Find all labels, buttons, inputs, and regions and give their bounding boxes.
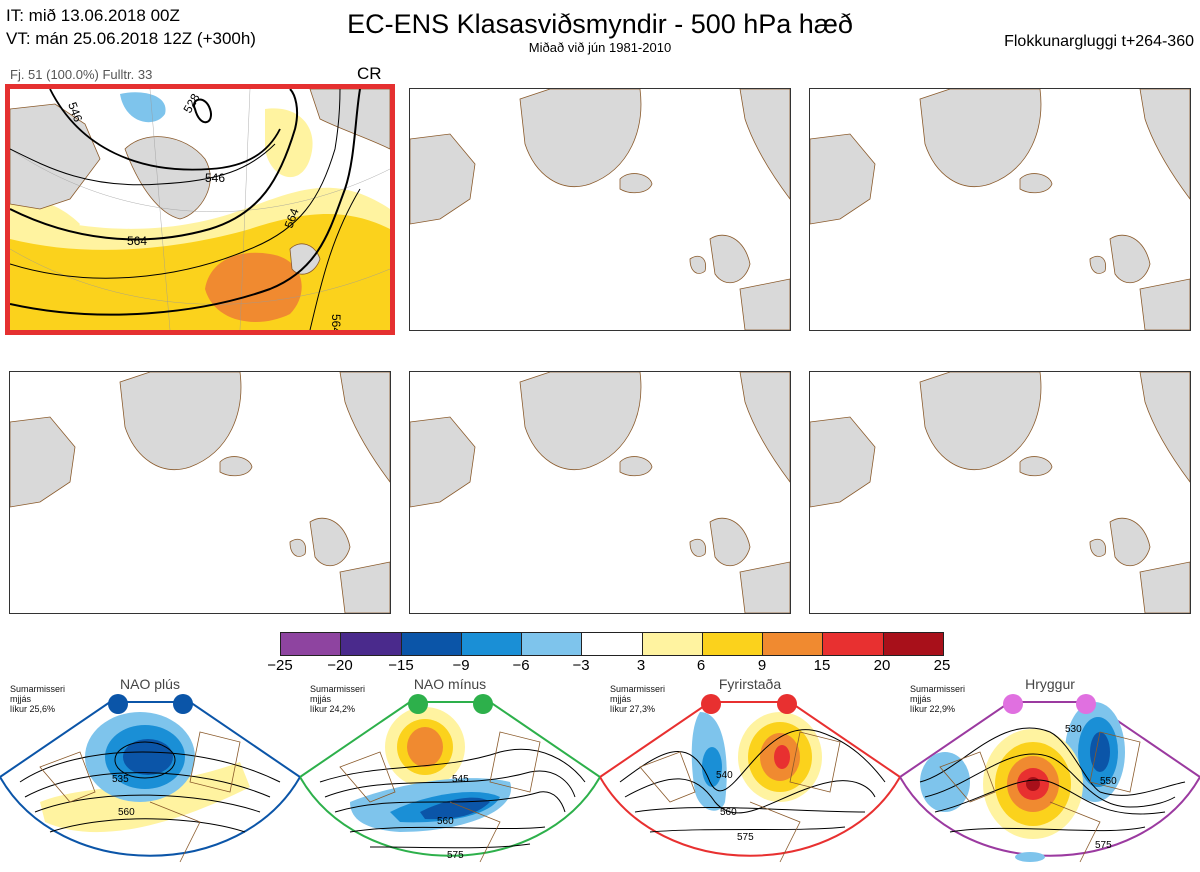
regime-contour-label: 575 <box>447 850 464 861</box>
regime-smoothing: mjjás <box>910 694 932 704</box>
regime-probability: líkur 25,6% <box>10 704 56 714</box>
colorbar-segment <box>883 633 943 655</box>
cluster-map-6[interactable] <box>809 371 1191 614</box>
colorbar-tick: 3 <box>636 657 646 674</box>
cluster-map-3-graphic <box>810 89 1190 330</box>
regime-blocking-graphic: 540 560 575 <box>600 694 900 863</box>
colorbar-segment <box>823 633 884 655</box>
regime-season: Sumarmisseri <box>610 684 666 694</box>
init-time: IT: mið 13.06.2018 00Z <box>6 6 180 25</box>
cluster-info: Fj. 51 (100.0%) Fulltr. 33 <box>10 67 153 82</box>
colorbar-segment <box>642 633 703 655</box>
regime-smoothing: mjjás <box>610 694 632 704</box>
regime-dot <box>173 694 193 714</box>
colorbar-tick: −20 <box>327 657 353 674</box>
regime-ridge-graphic: 530 550 575 <box>900 694 1200 863</box>
cluster-map-5-graphic <box>410 372 790 613</box>
regime-nao-minus[interactable]: 545 560 575 NAO mínus Sumarmisseri mjjás… <box>300 672 600 872</box>
contour-label: 546 <box>205 171 225 185</box>
regime-contour-label: 560 <box>720 807 737 818</box>
regime-title: Hryggur <box>1025 676 1075 692</box>
valid-time: VT: mán 25.06.2018 12Z (+300h) <box>6 29 256 48</box>
colorbar-segment <box>281 633 342 655</box>
regime-probability: líkur 27,3% <box>610 704 656 714</box>
regime-contour-label: 550 <box>1100 776 1117 787</box>
contour-label: 564 <box>127 234 147 248</box>
colorbar-segment <box>582 633 643 655</box>
regime-info: Sumarmisseri mjjás líkur 24,2% <box>310 684 365 714</box>
cluster-map-1-graphic: 528 546 564 564 546 564 <box>10 89 390 330</box>
regime-title: NAO mínus <box>413 676 487 692</box>
regime-smoothing: mjjás <box>310 694 332 704</box>
regime-probability: líkur 24,2% <box>310 704 356 714</box>
colorbar-tick: −6 <box>512 657 530 674</box>
colorbar-tick: −25 <box>267 657 293 674</box>
contour-label: 564 <box>329 314 343 330</box>
cluster-map-5[interactable] <box>409 371 791 614</box>
colorbar-tick: −9 <box>452 657 470 674</box>
cluster-map-6-graphic <box>810 372 1190 613</box>
contour-label: 546 <box>65 100 85 124</box>
cluster-map-3[interactable] <box>809 88 1191 331</box>
regime-smoothing: mjjás <box>10 694 32 704</box>
classification-window: Flokkunargluggi t+264-360 <box>1004 33 1194 50</box>
regime-title: NAO plús <box>120 676 180 692</box>
regime-nao-minus-graphic: 545 560 575 <box>300 694 600 863</box>
regime-season: Sumarmisseri <box>910 684 966 694</box>
regime-contour-label: 535 <box>112 774 129 785</box>
regime-dot <box>1003 694 1023 714</box>
regime-title: Fyrirstaða <box>718 676 782 692</box>
regime-info: Sumarmisseri mjjás líkur 22,9% <box>910 684 965 714</box>
regime-contour-label: 560 <box>437 816 454 827</box>
regime-info: Sumarmisseri mjjás líkur 27,3% <box>610 684 665 714</box>
colorbar-tick: −15 <box>388 657 414 674</box>
regime-contour-label: 575 <box>1095 840 1112 851</box>
colorbar-tick: 6 <box>696 657 706 674</box>
regime-dot <box>108 694 128 714</box>
colorbar-segment <box>401 633 462 655</box>
regime-contour-label: 540 <box>716 770 733 781</box>
regime-probability: líkur 22,9% <box>910 704 956 714</box>
colorbar-segment <box>763 633 824 655</box>
regime-contour-label: 545 <box>452 774 469 785</box>
colorbar-tick: 9 <box>757 657 767 674</box>
cluster-map-2[interactable] <box>409 88 791 331</box>
page-title: EC-ENS Klasasviðsmyndir - 500 hPa hæð <box>347 9 853 39</box>
regime-dot <box>777 694 797 714</box>
cluster-code: CR <box>357 64 382 83</box>
cluster-map-2-graphic <box>410 89 790 330</box>
regime-nao-plus[interactable]: 535 560 NAO plús Sumarmisseri mjjás líku… <box>0 672 300 872</box>
colorbar-tick: −3 <box>572 657 590 674</box>
regime-season: Sumarmisseri <box>310 684 366 694</box>
regime-info: Sumarmisseri mjjás líkur 25,6% <box>10 684 65 714</box>
contour-label: 564 <box>282 206 302 230</box>
colorbar-segment <box>461 633 523 655</box>
colorbar-segment <box>341 633 402 655</box>
colorbar-tick: 25 <box>933 657 951 674</box>
anomaly-colorbar <box>280 632 944 656</box>
cluster-map-1[interactable]: 528 546 564 564 546 564 <box>5 84 395 335</box>
regime-contour-label: 575 <box>737 832 754 843</box>
colorbar-segment <box>702 633 764 655</box>
regime-contour-label: 560 <box>118 807 135 818</box>
page-subtitle: Miðað við jún 1981-2010 <box>528 40 672 55</box>
regime-blocking[interactable]: 540 560 575 Fyrirstaða Sumarmisseri mjjá… <box>600 672 900 872</box>
colorbar-tick: 20 <box>873 657 891 674</box>
regime-nao-plus-graphic: 535 560 <box>0 694 300 863</box>
regime-contour-label: 530 <box>1065 724 1082 735</box>
regime-dot <box>408 694 428 714</box>
colorbar-tick: 15 <box>813 657 831 674</box>
regime-season: Sumarmisseri <box>10 684 66 694</box>
regime-dot <box>701 694 721 714</box>
colorbar-segment <box>522 633 583 655</box>
regime-dot <box>473 694 493 714</box>
regime-dot <box>1076 694 1096 714</box>
cluster-map-4-graphic <box>10 372 390 613</box>
cluster-map-4[interactable] <box>9 371 391 614</box>
regime-ridge[interactable]: 530 550 575 Hryggur Sumarmisseri mjjás l… <box>900 672 1200 872</box>
